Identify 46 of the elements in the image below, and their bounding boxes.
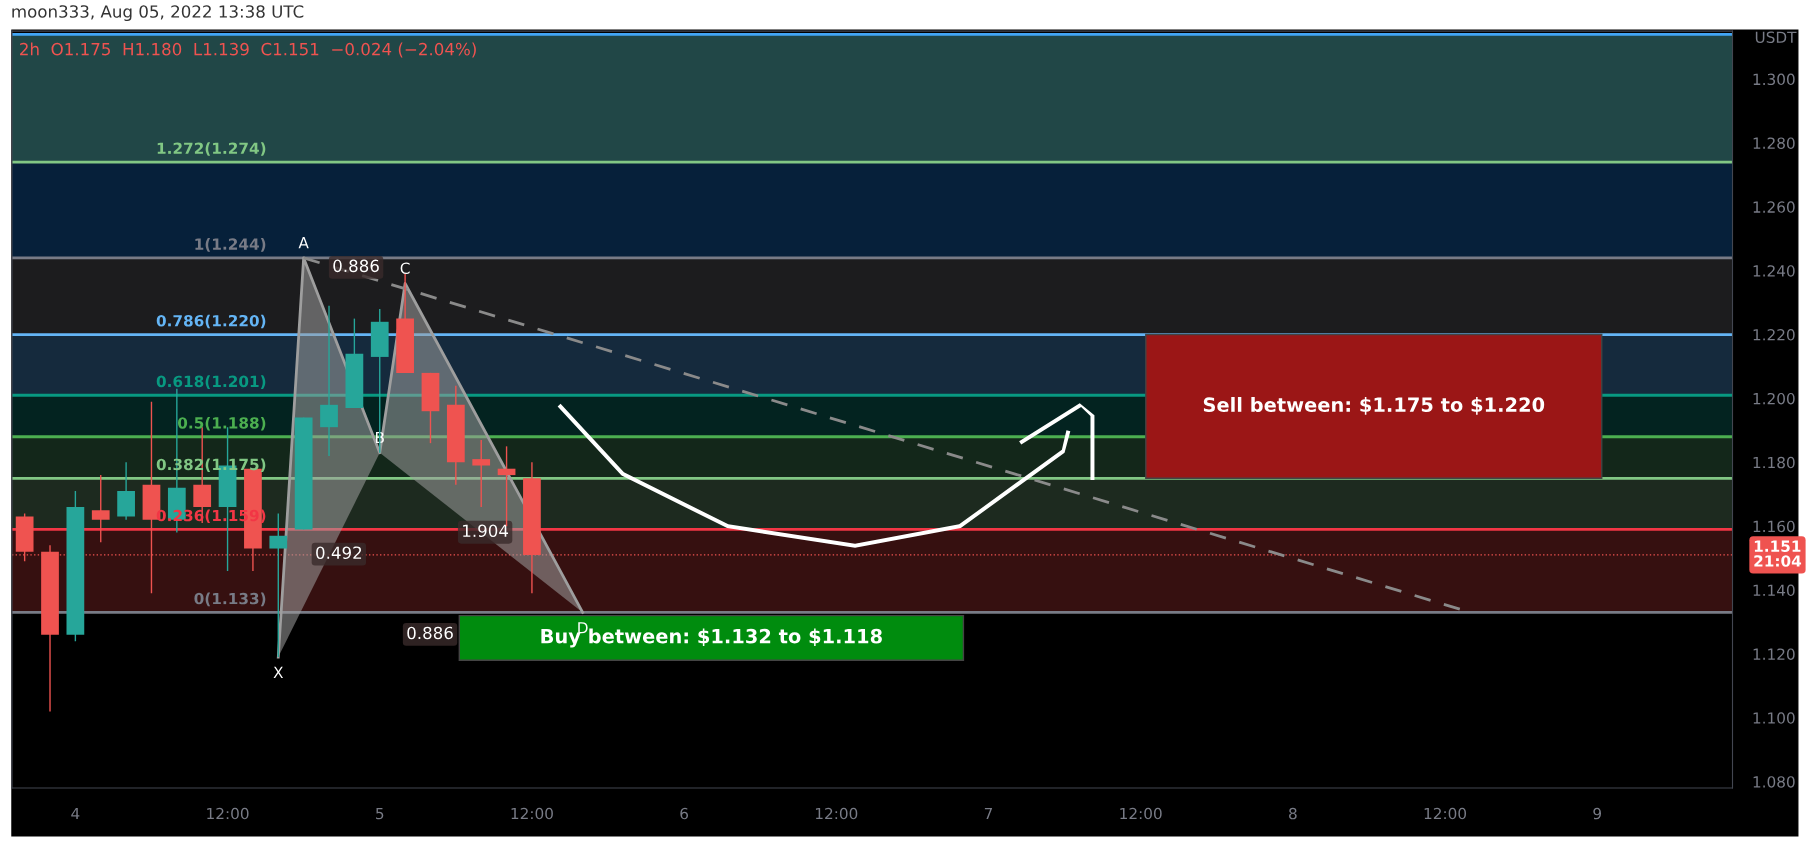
annotation: A — [298, 237, 309, 249]
ref-line-label: 1(1.244) — [195, 238, 266, 252]
annotation: B — [376, 431, 384, 444]
annotation: 0.886 — [333, 259, 379, 273]
annotation: 0.492 — [316, 546, 362, 560]
candlestick — [472, 439, 491, 508]
candlestick — [320, 305, 338, 457]
ref-line-label: 0.618(1.201) — [156, 375, 266, 389]
annotation: X — [273, 666, 284, 678]
y-tick-label: 1.280 — [1753, 137, 1795, 149]
x-tick-label: 4 — [71, 807, 80, 820]
x-tick-label: 7 — [984, 807, 993, 820]
x-tick-label: 8 — [1289, 807, 1297, 820]
y-tick-label: 1.160 — [1753, 520, 1795, 533]
annotation: 1.904 — [463, 524, 509, 538]
x-tick-label: 9 — [1593, 807, 1602, 820]
x-tick-label: 12:00 — [207, 807, 249, 820]
annotation: C — [400, 262, 410, 275]
ref-line-label: 0.786(1.220) — [156, 314, 266, 329]
ref-line-label: 0.5(1.188) — [177, 416, 266, 431]
candlestick — [269, 512, 288, 658]
annotation: 0.886 — [407, 626, 453, 640]
y-tick-label: 1.220 — [1753, 329, 1795, 341]
y-tick-label: 1.100 — [1753, 712, 1795, 724]
x-tick-label: 12:00 — [1120, 807, 1162, 820]
y-tick-label: 1.260 — [1753, 201, 1795, 213]
ref-line-label: 1.151 21:04 — [1754, 540, 1802, 567]
y-tick-label: 1.180 — [1753, 456, 1795, 469]
x-tick-label: 12:00 — [511, 807, 553, 820]
x-tick-label: 5 — [376, 807, 384, 820]
x-tick-label: 12:00 — [815, 807, 858, 820]
x-tick-label: 6 — [680, 807, 689, 820]
y-tick-label: 1.200 — [1753, 392, 1795, 405]
band-label: Sell between: $1.175 to $1.220 — [1203, 397, 1545, 415]
y-tick-label: 1.080 — [1753, 776, 1795, 788]
candlestick — [91, 474, 110, 543]
y-tick-label: 1.300 — [1753, 73, 1795, 86]
y-tick-label: 1.120 — [1753, 648, 1795, 660]
text: 2h O1.175 H1.180 L1.139 C1.151 −0.024 (−2.04%) — [20, 42, 476, 58]
y-axis-title: USDT — [1755, 31, 1797, 43]
y-tick-label: 1.140 — [1753, 584, 1795, 597]
ref-line-label: 0(1.133) — [194, 592, 266, 607]
ref-line-label: 1.272(1.274) — [157, 142, 266, 156]
x-tick-label: 12:00 — [1424, 807, 1467, 820]
chart-title: moon333, Aug 05, 2022 13:38 UTC — [12, 5, 304, 22]
y-tick-label: 1.240 — [1753, 265, 1795, 277]
